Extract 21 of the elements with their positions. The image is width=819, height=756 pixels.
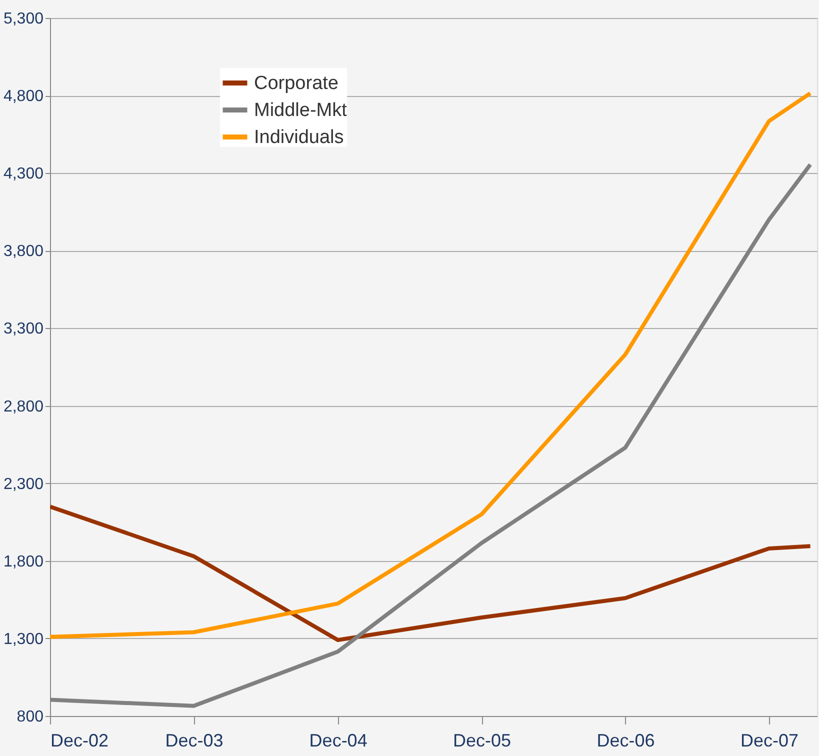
legend-label: Middle-Mkt [254, 100, 348, 121]
y-tick-label: 4,300 [3, 166, 44, 183]
y-tick-label: 1,800 [3, 553, 44, 570]
x-tick-label: Dec-03 [165, 730, 224, 750]
y-tick-label: 3,300 [3, 320, 44, 338]
y-tick-label: 5,300 [3, 10, 44, 28]
y-tick-label: 3,800 [3, 243, 44, 260]
line-series [50, 91, 812, 639]
x-tick-label: Dec-06 [596, 730, 655, 750]
x-tick-label: Dec-02 [50, 730, 109, 750]
legend-label: Individuals [254, 127, 344, 148]
line-series [50, 504, 812, 642]
y-tick-label: 4,800 [3, 88, 44, 106]
x-tick-label: Dec-07 [740, 730, 798, 750]
y-tick-label: 2,300 [3, 476, 44, 493]
x-tick-label: Dec-05 [453, 730, 512, 750]
y-tick-label: 1,300 [3, 630, 44, 648]
y-tick-label: 800 [16, 708, 44, 726]
y-tick-label: 2,800 [3, 398, 44, 416]
legend-label: Corporate [254, 73, 338, 94]
x-tick-label: Dec-04 [309, 730, 368, 750]
